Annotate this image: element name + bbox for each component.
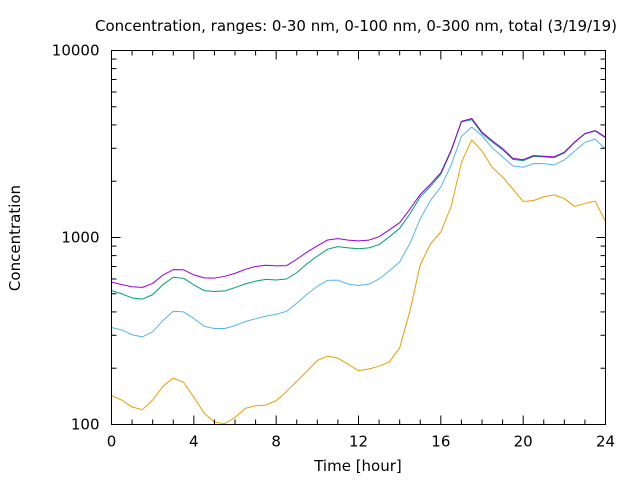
x-tick-label: 0 (107, 433, 117, 451)
x-axis-label: Time [hour] (313, 457, 402, 475)
x-tick-label: 24 (596, 433, 615, 451)
series-layer (111, 117, 606, 425)
series-line-3 (111, 119, 606, 300)
series-line-4 (111, 117, 606, 288)
x-tick-label: 12 (349, 433, 368, 451)
y-tick-label: 1000 (61, 229, 99, 247)
series-line-2 (111, 126, 606, 338)
x-tick-label: 4 (189, 433, 199, 451)
tick-layer: 0 4 8 12 16 20 24 100 1000 10000 (52, 42, 615, 451)
plot-frame (111, 50, 606, 425)
chart-title: Concentration, ranges: 0-30 nm, 0-100 nm… (95, 17, 617, 35)
y-tick-label: 100 (71, 416, 100, 434)
y-tick-label: 10000 (52, 42, 100, 60)
x-tick-label: 8 (271, 433, 281, 451)
x-tick-label: 16 (431, 433, 450, 451)
series-line-1 (111, 139, 606, 425)
x-tick-label: 20 (514, 433, 533, 451)
y-axis-label: Concentration (6, 185, 24, 291)
